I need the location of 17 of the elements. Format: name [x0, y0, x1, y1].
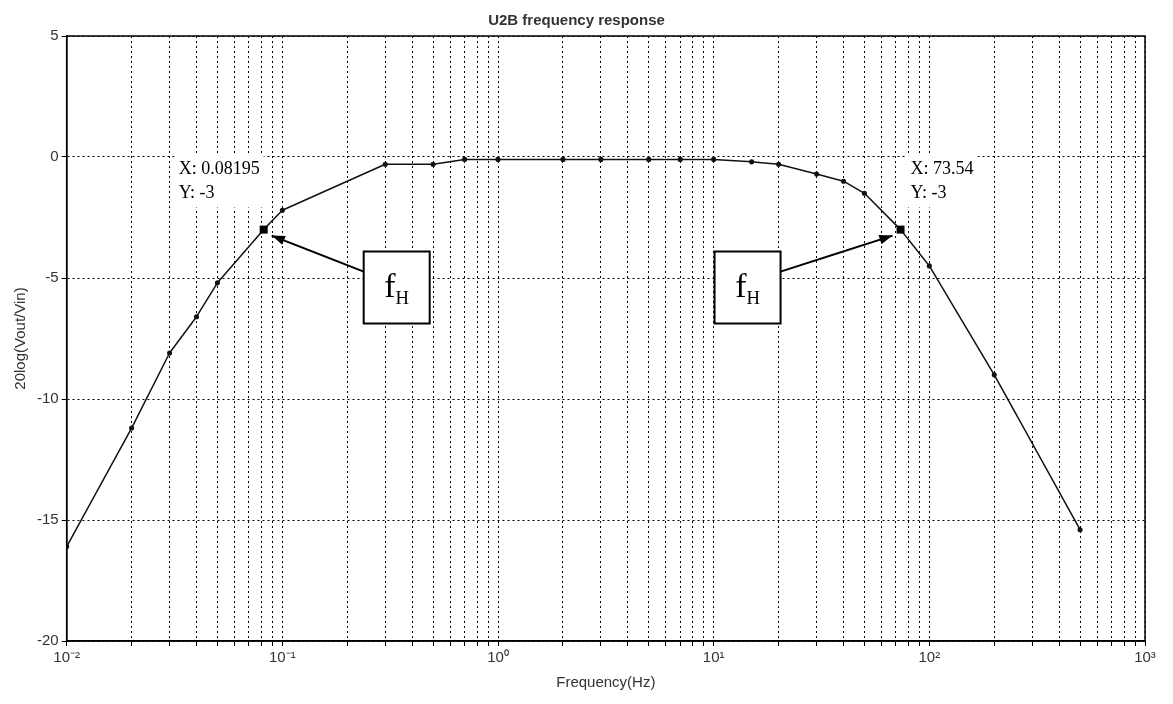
x-axis-title: Frequency(Hz) [556, 673, 656, 691]
x-tick-label: 10⁻¹ [269, 648, 296, 666]
x-tick-label: 10³ [1134, 648, 1156, 666]
x-tick-label: 10⁻² [53, 648, 81, 666]
chart-title: U2B frequency response [488, 11, 665, 29]
x-tick-label: 10¹ [702, 648, 725, 666]
y-tick-label: -20 [36, 631, 59, 649]
annotation: X: 0.08195 Y: -3 [178, 158, 260, 203]
y-axis-title: 20log(Vout/Vin) [11, 287, 29, 390]
y-tick-label: -10 [36, 389, 59, 407]
y-tick-label: -15 [36, 510, 59, 528]
annotation: X: 73.54 Y: -3 [910, 158, 974, 203]
x-tick-label: 10⁰ [487, 648, 509, 666]
y-tick-label: 5 [50, 26, 59, 44]
y-tick-label: -5 [45, 268, 59, 286]
y-tick-label: 0 [50, 147, 59, 165]
x-tick-label: 10² [918, 648, 941, 666]
